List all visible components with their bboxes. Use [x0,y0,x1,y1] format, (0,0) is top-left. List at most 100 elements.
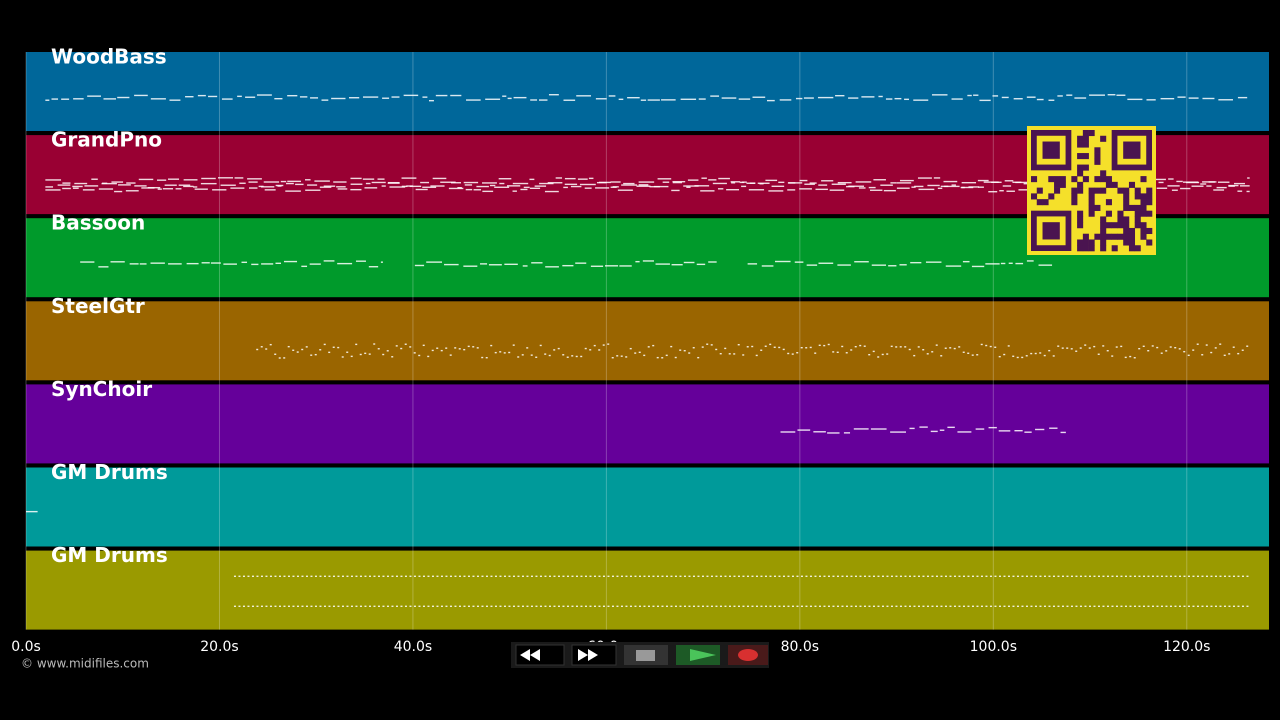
note [380,261,383,263]
note [245,96,256,98]
note [854,261,869,263]
note [800,605,803,607]
note [818,605,821,607]
note [1057,345,1060,347]
note [757,182,770,184]
note [523,186,530,189]
note [157,179,167,181]
note [701,605,704,607]
note [400,575,403,577]
note [310,354,313,356]
note [908,605,911,607]
note [413,575,416,577]
note [1246,190,1250,193]
note [989,345,992,348]
note [962,351,965,353]
note [940,605,943,607]
note [488,264,502,266]
note [1217,181,1230,183]
qr-module [1077,216,1084,223]
note [1192,575,1195,577]
note [593,575,596,577]
qr-module [1100,233,1107,240]
note [87,95,101,97]
qr-module [1134,216,1141,223]
note [490,344,493,347]
note [72,185,83,188]
note [513,96,527,99]
note [314,575,317,577]
note [391,356,394,358]
note [449,354,452,356]
note [818,575,821,577]
note [803,97,814,99]
note [1232,575,1235,577]
rewind-button[interactable] [515,644,565,666]
note [899,264,907,266]
note [269,575,272,577]
qr-module [1117,222,1124,229]
note [636,185,651,187]
note [841,575,844,577]
note [1002,185,1012,187]
record-button[interactable] [728,645,768,665]
qr-module [1071,187,1078,194]
note [239,182,246,184]
note [427,575,430,577]
note [464,184,473,186]
note [989,605,992,607]
note [26,510,38,513]
note [719,353,722,355]
note [1133,357,1136,359]
note [570,185,582,188]
play-button[interactable] [676,645,720,665]
note [896,187,910,189]
qr-module [1071,199,1078,206]
note [557,605,560,607]
note [1007,575,1010,577]
note [958,346,961,348]
qr-module [1031,193,1038,200]
note [805,605,808,607]
note [1201,354,1204,356]
qr-module [1100,222,1107,229]
note [463,575,466,577]
qr-module [1146,239,1153,246]
note [858,187,866,189]
note [1146,99,1156,101]
note [373,605,376,607]
note [200,182,217,185]
note [980,575,983,577]
note [265,605,268,607]
qr-module [1088,239,1095,246]
note [217,177,234,179]
note [1232,346,1235,348]
note [287,345,290,348]
note [610,186,617,188]
note [978,186,984,188]
note [1000,262,1006,265]
note [248,181,258,183]
forward-button[interactable] [571,644,617,666]
note [931,575,934,577]
note [1075,350,1078,352]
note [499,575,502,577]
note [976,575,979,577]
note [1241,349,1244,351]
qr-module [1082,141,1089,148]
note [185,96,194,98]
note [998,355,1001,358]
note [616,605,619,607]
qr-module [1082,233,1089,240]
note [701,177,707,179]
stop-button[interactable] [624,645,668,665]
note [638,605,641,607]
note [530,99,538,101]
note [662,181,670,183]
qr-module [1088,199,1095,206]
note [1191,185,1204,187]
qr-module [1123,193,1130,200]
note [885,98,893,100]
note [1012,181,1022,183]
note [1061,347,1064,349]
